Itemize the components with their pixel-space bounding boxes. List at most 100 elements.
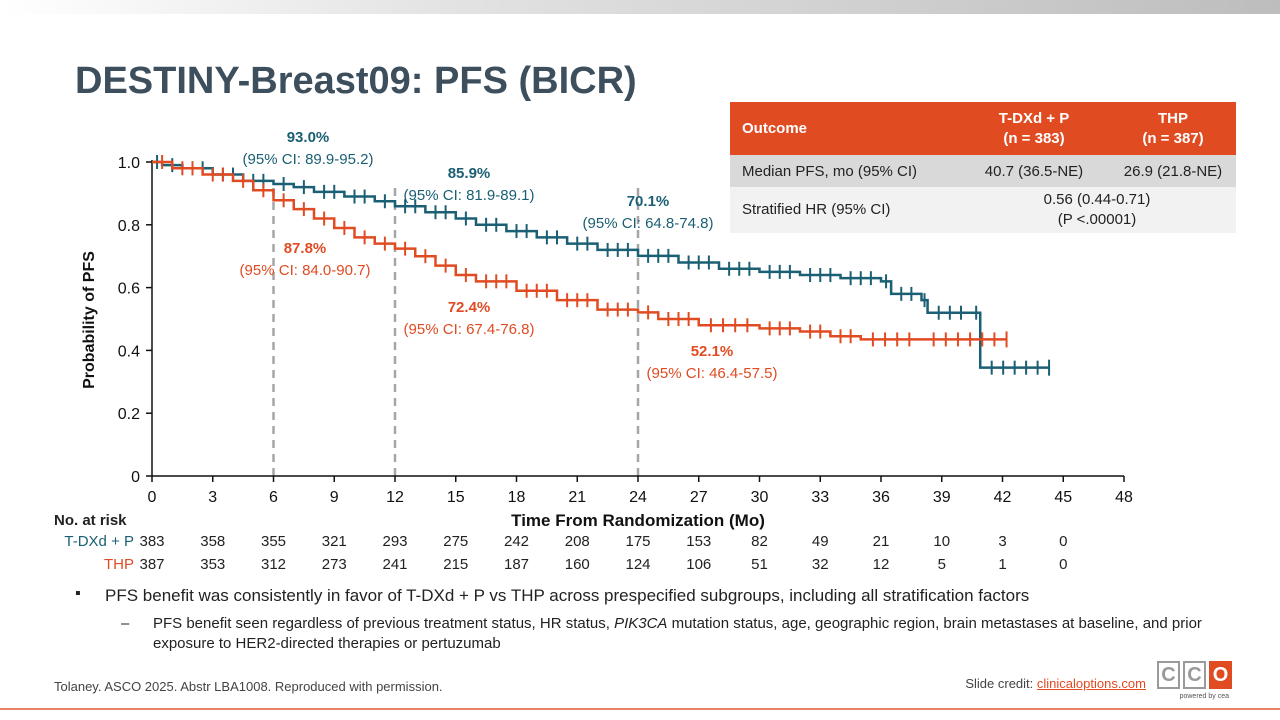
x-tick-label: 9	[330, 489, 339, 506]
annotation-ci: (95% CI: 67.4-76.8)	[404, 321, 535, 338]
x-tick-label: 24	[629, 489, 647, 506]
annotation-value: 93.0%	[287, 129, 330, 146]
cell-tdxd-median: 40.7 (36.5-NE)	[958, 155, 1110, 187]
survival-curve-thp	[152, 160, 1007, 341]
risk-count: 106	[686, 556, 712, 573]
risk-count: 5	[937, 556, 946, 573]
risk-count: 12	[872, 556, 890, 573]
cell-hr: 0.56 (0.44-0.71) (P <.00001)	[958, 187, 1236, 233]
risk-table-title: No. at risk	[54, 512, 127, 529]
outcome-header-row: Outcome T-DXd + P (n = 383) THP (n = 387)	[730, 102, 1236, 155]
risk-count: 275	[443, 533, 469, 550]
bullet-sub: – PFS benefit seen regardless of previous…	[75, 614, 1255, 654]
row-label: Stratified HR (95% CI)	[730, 187, 958, 233]
header-tdxd-name: T-DXd + P	[998, 109, 1070, 127]
header-tdxd-n: (n = 383)	[1003, 129, 1065, 147]
risk-count: 153	[686, 533, 712, 550]
y-tick-label: 0	[131, 469, 140, 486]
risk-count: 312	[260, 556, 287, 573]
annotation-ci: (95% CI: 64.8-74.8)	[583, 215, 714, 232]
y-tick-label: 1.0	[118, 155, 140, 172]
bullet-main: PFS benefit was consistently in favor of…	[75, 585, 1255, 606]
bullet-list: PFS benefit was consistently in favor of…	[75, 585, 1255, 654]
risk-count: 387	[139, 556, 165, 573]
hr-pvalue: (P <.00001)	[1057, 211, 1137, 228]
x-tick-label: 21	[568, 489, 586, 506]
x-tick-label: 15	[447, 489, 465, 506]
y-tick-label: 0.4	[118, 343, 140, 360]
annotation-ci: (95% CI: 89.9-95.2)	[243, 151, 374, 168]
risk-count: 353	[200, 556, 226, 573]
risk-count: 187	[503, 556, 530, 573]
risk-count: 358	[200, 533, 226, 550]
risk-count: 321	[321, 533, 347, 550]
risk-count: 383	[139, 533, 165, 550]
credit-link[interactable]: clinicaloptions.com	[1036, 676, 1146, 691]
x-tick-label: 39	[933, 489, 951, 506]
y-tick-label: 0.6	[118, 281, 140, 298]
x-axis-label: Time From Randomization (Mo)	[511, 511, 765, 530]
x-tick-label: 18	[508, 489, 526, 506]
annotation-ci: (95% CI: 84.0-90.7)	[240, 262, 371, 279]
risk-count: 175	[625, 533, 651, 550]
logo-letter-c2: C	[1183, 661, 1206, 689]
risk-row-label: T-DXd + P	[64, 533, 134, 550]
bullet-sub-text-1: PFS benefit seen regardless of previous …	[153, 615, 615, 632]
citation: Tolaney. ASCO 2025. Abstr LBA1008. Repro…	[54, 679, 443, 694]
header-outcome: Outcome	[730, 102, 958, 155]
x-tick-label: 36	[872, 489, 890, 506]
credit-label: Slide credit:	[965, 676, 1037, 691]
annotation-ci: (95% CI: 46.4-57.5)	[647, 365, 778, 382]
risk-count: 1	[998, 556, 1007, 573]
y-tick-label: 0.2	[118, 406, 140, 423]
risk-count: 51	[751, 556, 768, 573]
logo-powered-by: powered by cea	[1179, 693, 1229, 700]
risk-count: 82	[751, 533, 768, 550]
annotation-value: 72.4%	[448, 299, 491, 316]
logo-letter-o: O	[1209, 661, 1232, 689]
risk-count: 49	[811, 533, 829, 550]
risk-count: 0	[1059, 556, 1068, 573]
risk-count: 160	[564, 556, 590, 573]
bottom-accent-line	[0, 708, 1280, 710]
risk-row-label: THP	[104, 556, 134, 573]
cco-logo: C C O powered by cea	[1157, 661, 1233, 705]
risk-count: 124	[625, 556, 651, 573]
risk-count: 0	[1059, 533, 1068, 550]
risk-count: 215	[443, 556, 469, 573]
x-tick-label: 48	[1115, 489, 1133, 506]
annotation-value: 87.8%	[284, 240, 327, 257]
x-tick-label: 30	[751, 489, 769, 506]
header-tdxd: T-DXd + P (n = 383)	[958, 102, 1110, 155]
header-thp: THP (n = 387)	[1110, 102, 1236, 155]
x-tick-label: 45	[1054, 489, 1072, 506]
table-row: Median PFS, mo (95% CI) 40.7 (36.5-NE) 2…	[730, 155, 1236, 187]
x-tick-label: 0	[148, 489, 157, 506]
risk-count: 32	[811, 556, 829, 573]
survival-curves	[152, 155, 1051, 376]
top-gradient-bar	[0, 0, 1280, 14]
annotation-value: 70.1%	[627, 193, 670, 210]
reference-lines	[272, 183, 640, 476]
dash-marker: –	[121, 615, 130, 632]
risk-count: 242	[503, 533, 530, 550]
x-tick-label: 6	[269, 489, 278, 506]
y-tick-label: 0.8	[118, 218, 140, 235]
slide-title: DESTINY-Breast09: PFS (BICR)	[75, 60, 637, 102]
x-tick-label: 27	[690, 489, 708, 506]
hr-value: 0.56 (0.44-0.71)	[1043, 191, 1151, 208]
axes: 0 3 6 9 12 15 18 21 24 27 30 33 36 39 42 45 4800.20.40.6…	[118, 155, 1133, 506]
risk-count: 208	[564, 533, 590, 550]
risk-count: 21	[872, 533, 890, 550]
risk-count: 10	[933, 533, 951, 550]
x-tick-label: 33	[811, 489, 829, 506]
risk-count: 241	[382, 556, 408, 573]
risk-count: 3	[998, 533, 1007, 550]
bullet-sub-italic: PIK3CA	[614, 615, 668, 632]
outcome-table: Outcome T-DXd + P (n = 383) THP (n = 387) …	[730, 102, 1236, 233]
annotation-ci: (95% CI: 81.9-89.1)	[404, 187, 535, 204]
x-tick-label: 42	[994, 489, 1012, 506]
y-axis-label: Probability of PFS	[81, 251, 98, 389]
table-row: Stratified HR (95% CI) 0.56 (0.44-0.71) (…	[730, 187, 1236, 233]
